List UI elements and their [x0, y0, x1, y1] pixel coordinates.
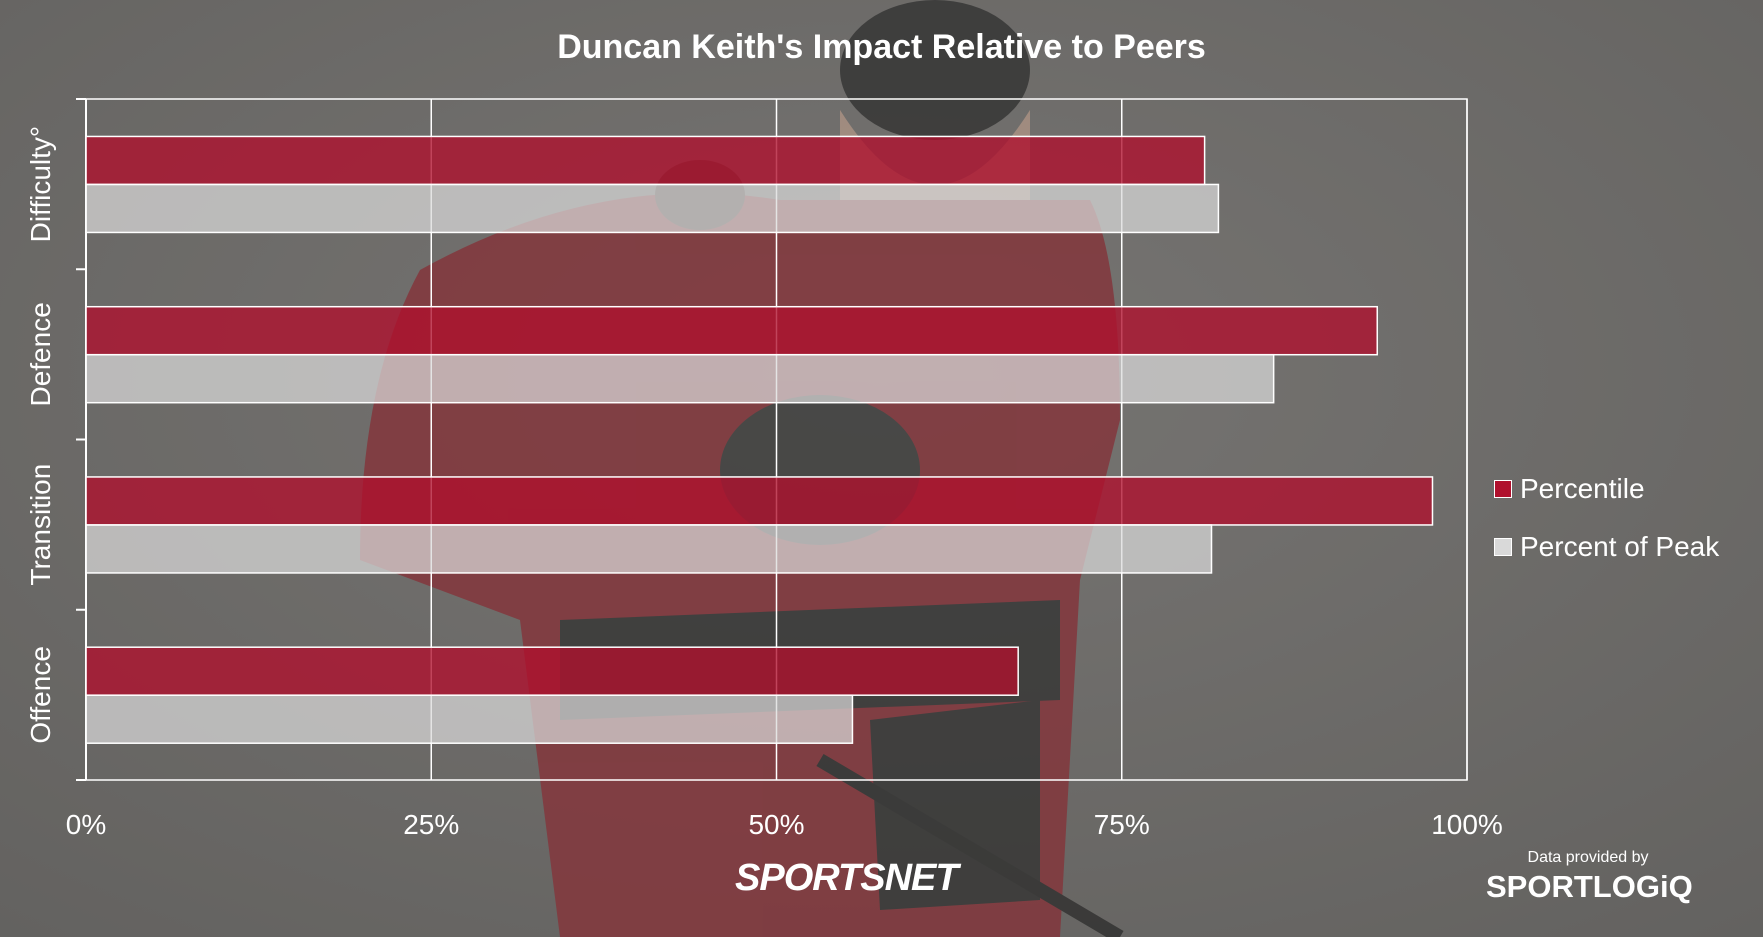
x-tick-label: 75%	[1094, 809, 1150, 840]
legend-label-percent-of-peak: Percent of Peak	[1520, 531, 1720, 562]
y-category-label: Offence	[25, 646, 56, 744]
bars	[85, 135, 1434, 744]
legend-swatch-percent-of-peak	[1494, 538, 1512, 556]
bar-percentile-3	[85, 646, 1019, 696]
bar-percent-of-peak-0	[85, 183, 1220, 234]
sportlogiq-logo: SPORTLOGiQ	[1486, 869, 1693, 904]
x-tick-label: 50%	[748, 809, 804, 840]
bar-percentile-2	[85, 476, 1434, 526]
bar-percent-of-peak-1	[85, 353, 1275, 404]
sportsnet-logo: SPORTSNET	[735, 857, 959, 899]
source-caption: Data provided by	[1527, 849, 1649, 866]
bar-percent-of-peak-2	[85, 524, 1213, 574]
legend: Percentile Percent of Peak	[1494, 460, 1754, 576]
bar-percentile-1	[85, 305, 1378, 356]
y-category-label: Transition	[25, 464, 56, 586]
x-tick-label: 100%	[1431, 809, 1503, 840]
y-category-label: Defence	[25, 302, 56, 406]
x-axis-labels: 0% 25% 50% 75% 100%	[66, 809, 1503, 840]
x-tick-label: 25%	[403, 809, 459, 840]
legend-item-percent-of-peak: Percent of Peak	[1494, 518, 1754, 576]
bar-percentile-0	[85, 135, 1206, 186]
y-axis-labels: Difficulty° Defence Transition Offence	[25, 126, 56, 744]
bar-percent-of-peak-3	[85, 694, 854, 744]
x-tick-label: 0%	[66, 809, 106, 840]
legend-swatch-percentile	[1494, 480, 1512, 498]
chart-title: Duncan Keith's Impact Relative to Peers	[557, 28, 1206, 66]
legend-item-percentile: Percentile	[1494, 460, 1754, 518]
legend-label-percentile: Percentile	[1520, 473, 1645, 504]
axes	[76, 98, 87, 781]
y-category-label: Difficulty°	[25, 126, 56, 242]
